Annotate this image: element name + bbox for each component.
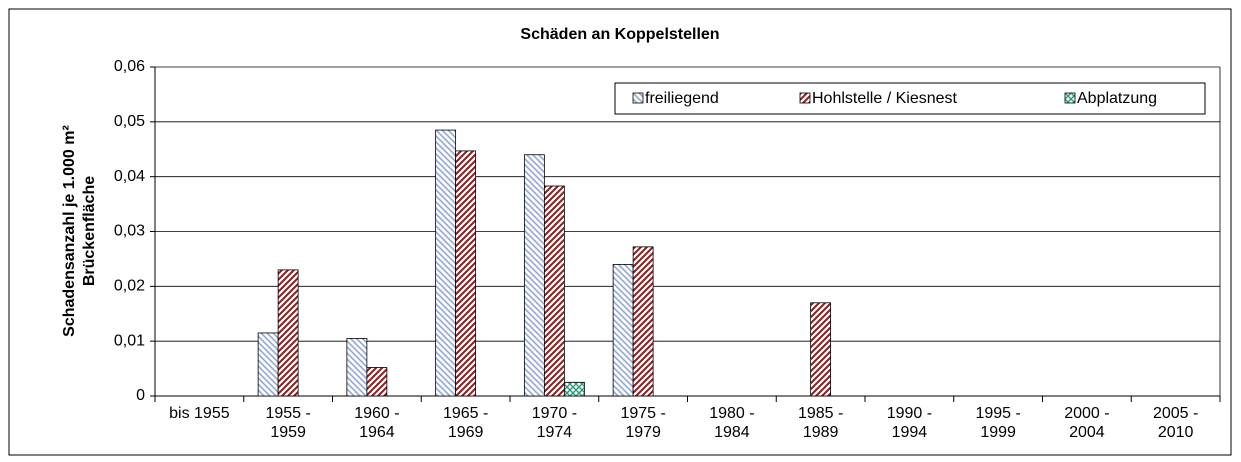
legend-swatch [1064, 92, 1076, 104]
legend-swatch [632, 92, 644, 104]
x-tick-label: 1960 - 1964 [354, 405, 400, 441]
y-tick-label: 0,05 [114, 113, 145, 130]
chart-title: Schäden an Koppelstellen [520, 26, 719, 43]
y-tick-label: 0 [136, 387, 145, 404]
x-tick-label: 1955 - 1959 [265, 405, 311, 441]
y-tick-label: 0,04 [114, 168, 145, 185]
x-tick-label: 1995 - 1999 [975, 405, 1021, 441]
x-tick-label: 1985 - 1989 [797, 405, 844, 441]
x-tick-label: 1980 - 1984 [709, 405, 755, 441]
x-tick-label: 1975 - 1979 [620, 405, 666, 441]
bar [810, 302, 832, 397]
x-tick-label: 1965 - 1969 [442, 405, 489, 441]
x-tick-label: 1970 - 1974 [531, 405, 578, 441]
y-tick-label: 0,03 [114, 223, 145, 240]
bar [257, 332, 279, 397]
legend-box [614, 82, 1206, 115]
bar [563, 381, 585, 397]
x-tick-label: bis 1955 [169, 405, 230, 422]
x-tick-label: 2000 - 2004 [1064, 405, 1110, 441]
y-axis-title: Schadensanzahl je 1.000 m² Brückenfläche [61, 125, 98, 337]
bar [523, 154, 545, 397]
chart-frame [8, 8, 1232, 456]
bar [435, 129, 457, 397]
bar [346, 338, 368, 397]
y-tick-label: 0,01 [114, 332, 145, 349]
bar [632, 246, 654, 397]
legend-label: freiliegend [645, 90, 719, 107]
legend-swatch [799, 92, 811, 104]
y-tick-label: 0,02 [114, 278, 145, 295]
legend-label: Hohlstelle / Kiesnest [812, 90, 958, 107]
x-tick-label: 1990 - 1994 [886, 405, 933, 441]
bar [455, 150, 477, 397]
bar [543, 185, 565, 397]
bar [366, 367, 388, 397]
bar [277, 269, 299, 397]
bar [612, 263, 634, 397]
legend-label: Abplatzung [1077, 90, 1157, 107]
y-tick-label: 0,06 [114, 58, 145, 75]
x-tick-label: 2005 - 2010 [1152, 405, 1199, 441]
